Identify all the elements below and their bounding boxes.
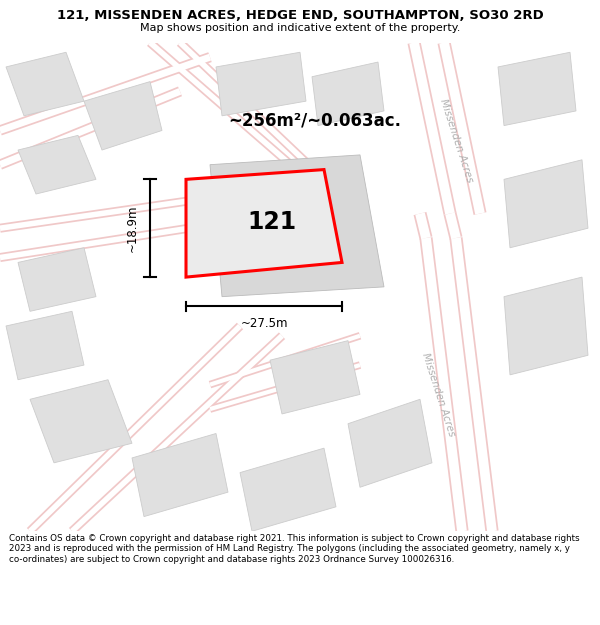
Polygon shape [6, 52, 84, 116]
Polygon shape [132, 434, 228, 517]
Polygon shape [504, 277, 588, 375]
Text: Map shows position and indicative extent of the property.: Map shows position and indicative extent… [140, 23, 460, 33]
Polygon shape [270, 341, 360, 414]
Text: ~27.5m: ~27.5m [240, 317, 288, 330]
Polygon shape [210, 155, 384, 297]
Polygon shape [216, 52, 306, 116]
Polygon shape [186, 169, 342, 277]
Text: 121, MISSENDEN ACRES, HEDGE END, SOUTHAMPTON, SO30 2RD: 121, MISSENDEN ACRES, HEDGE END, SOUTHAM… [56, 9, 544, 22]
Text: Missenden Acres: Missenden Acres [438, 97, 474, 183]
Polygon shape [504, 160, 588, 248]
Polygon shape [312, 62, 384, 126]
Polygon shape [30, 380, 132, 463]
Text: Contains OS data © Crown copyright and database right 2021. This information is : Contains OS data © Crown copyright and d… [9, 534, 580, 564]
Text: Missenden Acres: Missenden Acres [420, 351, 456, 438]
Polygon shape [18, 136, 96, 194]
Polygon shape [84, 82, 162, 150]
Text: ~256m²/~0.063ac.: ~256m²/~0.063ac. [228, 112, 401, 130]
Text: ~18.9m: ~18.9m [125, 204, 139, 252]
Polygon shape [348, 399, 432, 488]
Polygon shape [6, 311, 84, 380]
Text: 121: 121 [247, 210, 296, 234]
Polygon shape [18, 248, 96, 311]
Polygon shape [498, 52, 576, 126]
Polygon shape [240, 448, 336, 531]
